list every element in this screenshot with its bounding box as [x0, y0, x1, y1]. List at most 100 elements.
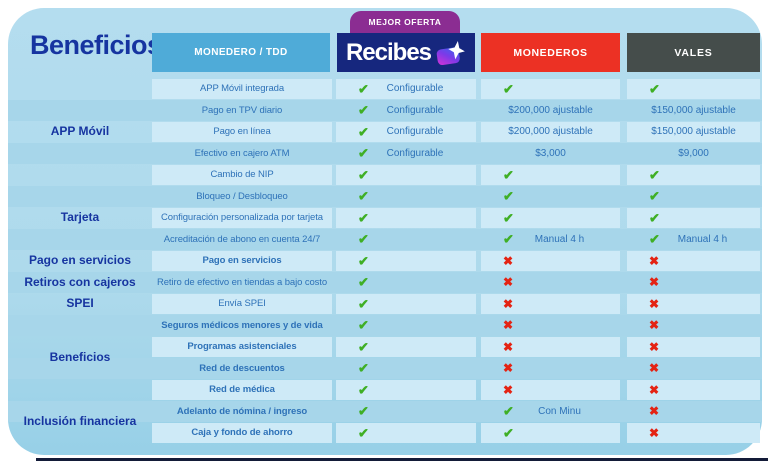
table-row: Programas asistenciales ✔ ✖ ✖ — [8, 336, 762, 358]
value-text: $3,000 — [535, 147, 566, 159]
feature-label: Red de médica — [152, 380, 332, 400]
category-label: Inclusión financiera — [23, 414, 137, 429]
check-icon: ✔ — [358, 317, 369, 333]
recibes-cell: ✔ Configurable — [336, 144, 476, 164]
table-row: Retiro de efectivo en tiendas a bajo cos… — [8, 271, 762, 293]
check-icon: ✔ — [358, 403, 369, 419]
feature-label: Seguros médicos menores y de vida — [161, 319, 323, 331]
cross-icon: ✖ — [503, 361, 514, 376]
recibes-logo: Recibes — [346, 39, 466, 67]
monederos-cell: $200,000 ajustable — [481, 101, 620, 121]
value-text: Manual 4 h — [677, 233, 728, 245]
cross-icon: ✖ — [503, 296, 514, 311]
comparison-table: APP Móvil integrada ✔ Configurable ✔ ✔ Pago e… — [8, 78, 762, 444]
monederos-cell: ✔ Manual 4 h — [481, 230, 620, 250]
monederos-cell: ✖ — [481, 273, 620, 293]
feature-label: Pago en servicios — [152, 251, 332, 271]
table-row: Efectivo en cajero ATM ✔ Configurable $3,00… — [8, 142, 762, 164]
check-icon: ✔ — [358, 360, 369, 376]
column-header-monedero-tdd: MONEDERO / TDD — [152, 33, 330, 72]
recibes-cell: ✔ — [336, 230, 476, 250]
check-icon: ✔ — [358, 81, 369, 97]
recibes-cell: ✔ — [336, 359, 476, 379]
feature-label: Adelanto de nómina / ingreso — [176, 405, 308, 417]
vales-cell: ✔ — [627, 208, 760, 228]
cross-icon: ✖ — [649, 361, 660, 376]
monederos-cell: ✔ — [481, 79, 620, 99]
value-text: $200,000 ajustable — [508, 126, 593, 138]
feature-label: APP Móvil integrada — [152, 79, 332, 99]
cross-icon: ✖ — [503, 339, 514, 354]
cross-icon: ✖ — [649, 382, 660, 397]
vales-cell: ✔ — [627, 165, 760, 185]
cross-icon: ✖ — [649, 425, 660, 440]
value-text: $150,000 ajustable — [651, 126, 736, 138]
recibes-brand-text: Recibes — [345, 38, 432, 66]
category-label: Tarjeta — [60, 210, 100, 225]
monederos-cell: ✖ — [481, 294, 620, 314]
table-row: Acreditación de abono en cuenta 24/7 ✔ ✔ Ma… — [8, 228, 762, 250]
check-icon: ✔ — [503, 425, 514, 441]
vales-cell: ✖ — [627, 273, 760, 293]
check-icon: ✔ — [358, 210, 369, 226]
vales-cell: $150,000 ajustable — [627, 122, 760, 142]
vales-cell: ✖ — [627, 423, 760, 443]
check-icon: ✔ — [358, 425, 369, 441]
category-label: Retiros con cajeros — [24, 274, 136, 289]
monederos-cell: ✔ — [481, 165, 620, 185]
check-icon: ✔ — [649, 210, 660, 226]
vales-cell: ✖ — [627, 251, 760, 271]
page-title: Beneficios — [30, 30, 162, 60]
check-icon: ✔ — [503, 188, 514, 204]
vales-cell: ✔ — [627, 187, 760, 207]
table-row: Adelanto de nómina / ingreso ✔ ✔ Con Minu ✖ — [8, 400, 762, 422]
category-label: SPEI — [66, 296, 94, 311]
monederos-cell: ✖ — [481, 359, 620, 379]
table-row: Pago en línea ✔ Configurable $200,000 ajust… — [8, 121, 762, 143]
recibes-star-icon — [436, 40, 466, 66]
recibes-cell: ✔ — [336, 316, 476, 336]
check-icon: ✔ — [358, 231, 369, 247]
cross-icon: ✖ — [649, 296, 660, 311]
feature-label: Programas asistenciales — [152, 337, 332, 357]
cross-icon: ✖ — [503, 275, 514, 290]
feature-label: Efectivo en cajero ATM — [194, 147, 290, 159]
vales-cell: ✖ — [627, 402, 760, 422]
feature-label: Cambio de NIP — [152, 165, 332, 185]
recibes-cell: ✔ — [336, 294, 476, 314]
vales-cell: $9,000 — [627, 144, 760, 164]
recibes-cell: ✔ — [336, 165, 476, 185]
column-header-recibes: Recibes — [337, 33, 475, 72]
table-row: Caja y fondo de ahorro ✔ ✔ ✖ — [8, 422, 762, 444]
check-icon: ✔ — [358, 145, 369, 161]
cross-icon: ✖ — [649, 404, 660, 419]
value-text: Manual 4 h — [534, 233, 585, 245]
vales-cell: ✖ — [627, 337, 760, 357]
table-row: Pago en TPV diario ✔ Configurable $200,000 … — [8, 99, 762, 121]
feature-label: Retiro de efectivo en tiendas a bajo cos… — [156, 276, 328, 288]
feature-label: Pago en línea — [152, 122, 332, 142]
table-row: Pago en servicios ✔ ✖ ✖ — [8, 250, 762, 272]
cross-icon: ✖ — [503, 318, 514, 333]
monederos-cell: ✖ — [481, 337, 620, 357]
value-text: Configurable — [386, 147, 444, 159]
monederos-cell: ✖ — [481, 380, 620, 400]
recibes-cell: ✔ — [336, 251, 476, 271]
feature-label: Red de descuentos — [199, 362, 285, 374]
value-text: $200,000 ajustable — [508, 104, 593, 116]
best-offer-badge: MEJOR OFERTA — [350, 11, 460, 33]
recibes-cell: ✔ — [336, 380, 476, 400]
check-icon: ✔ — [358, 188, 369, 204]
check-icon: ✔ — [503, 403, 514, 419]
feature-label: Caja y fondo de ahorro — [152, 423, 332, 443]
monederos-cell: ✔ — [481, 187, 620, 207]
value-text: Configurable — [386, 126, 444, 138]
recibes-cell: ✔ — [336, 423, 476, 443]
recibes-cell: ✔ Configurable — [336, 79, 476, 99]
table-row: Envía SPEI ✔ ✖ ✖ — [8, 293, 762, 315]
monederos-cell: ✔ — [481, 423, 620, 443]
table-row: APP Móvil integrada ✔ Configurable ✔ ✔ — [8, 78, 762, 100]
category-label: APP Móvil — [50, 124, 110, 139]
feature-label: Pago en TPV diario — [201, 104, 283, 116]
recibes-cell: ✔ — [336, 208, 476, 228]
